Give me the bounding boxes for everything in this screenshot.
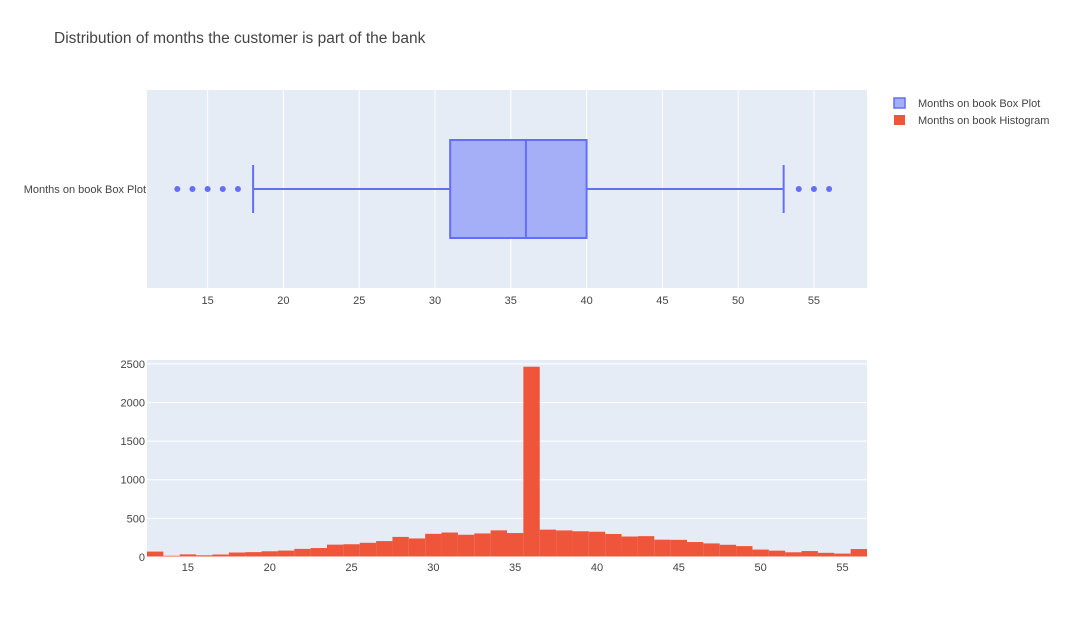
histogram-bar [147,551,164,557]
histogram-y-tick-label: 0 [139,552,145,564]
histogram-bar [654,539,671,557]
legend-swatch-histogram [894,115,905,125]
box-x-tick-label: 35 [505,295,517,307]
histogram-bar [556,530,573,557]
histogram-bar [719,544,737,557]
box-x-tick-label: 30 [429,295,441,307]
box-outlier-point [795,186,802,192]
histogram-x-tick-label: 40 [591,562,603,574]
histogram-bar [277,550,295,557]
histogram-bar [490,530,507,557]
histogram-y-tick-label: 1500 [121,436,145,448]
box-x-tick-label: 40 [580,295,592,307]
histogram-bar [768,550,786,557]
histogram-bar [572,531,589,557]
box-outlier-point [826,186,833,192]
histogram-x-tick-label: 35 [509,562,521,574]
box-iqr-rect [449,139,588,239]
histogram-bar [637,536,655,557]
legend-item-label: Months on book Histogram [918,115,1049,127]
histogram-bar [392,536,409,557]
legend-swatch-box-plot [893,97,906,109]
box-x-tick-label: 20 [277,295,289,307]
histogram-bar [507,533,524,557]
histogram-y-tick-label: 500 [127,513,145,525]
box-outlier-point [810,186,817,192]
histogram-bar [539,529,557,557]
histogram-bar [245,552,262,557]
histogram-bar [670,539,687,557]
histogram-bar [327,544,344,557]
histogram-x-tick-label: 20 [264,562,276,574]
histogram-x-tick-label: 55 [836,562,848,574]
histogram-bar [408,538,426,557]
box-x-tick-label: 25 [353,295,365,307]
histogram-bar [474,533,491,557]
histogram-bar [196,555,213,557]
histogram-bar [310,548,327,557]
histogram-bar [785,552,802,557]
histogram-bar [359,542,377,557]
histogram-bar [588,531,606,557]
legend[interactable]: Months on book Box Plot Months on book Hi… [893,97,1049,127]
box-plot-panel: 15 20 25 30 35 40 45 50 55 Months on book Box Plo… [24,90,867,307]
histogram-x-tick-label: 15 [182,562,194,574]
box-x-tick-label: 50 [732,295,744,307]
histogram-bar [834,553,851,557]
legend-item-label: Months on book Box Plot [918,98,1040,110]
box-x-tick-label: 45 [656,295,668,307]
histogram-x-tick-label: 45 [673,562,685,574]
histogram-bar [179,554,197,557]
histogram-panel: 0 500 1000 1500 2000 2500 15 20 25 30 35 40 45 50 55 [121,359,867,574]
histogram-bar [605,533,622,557]
chart-title: Distribution of months the customer is p… [54,30,426,47]
histogram-x-tick-label: 50 [755,562,767,574]
histogram-plot-area [147,360,867,557]
histogram-bar [687,542,704,557]
histogram-y-tick-label: 2500 [121,359,145,371]
histogram-bar [752,549,769,557]
box-x-tick-label: 55 [808,295,820,307]
histogram-x-tick-label: 25 [345,562,357,574]
histogram-bar [441,532,458,557]
histogram-bar [163,555,180,557]
histogram-bar [621,536,638,557]
histogram-y-tick-label: 1000 [121,475,145,487]
histogram-bar [228,552,246,557]
box-outlier-point [189,186,196,192]
box-outlier-point [234,186,241,192]
histogram-bar [376,541,393,557]
histogram-bar [457,534,475,557]
histogram-bar [703,543,720,557]
histogram-bar [523,366,540,557]
histogram-bar [261,551,278,557]
box-y-category-label: Months on book Box Plot [24,184,146,196]
histogram-bar [294,548,311,557]
box-outlier-point [219,186,226,192]
histogram-bar [425,533,442,557]
box-outlier-point [204,186,211,192]
histogram-bar [736,546,753,557]
histogram-bar [817,552,835,557]
box-x-tick-label: 15 [202,295,214,307]
histogram-bar [801,551,818,557]
box-outlier-point [174,186,181,192]
histogram-bar [343,544,360,557]
histogram-bar [212,554,229,557]
histogram-y-tick-label: 2000 [121,397,145,409]
histogram-x-tick-label: 30 [427,562,439,574]
histogram-bar [850,549,867,557]
